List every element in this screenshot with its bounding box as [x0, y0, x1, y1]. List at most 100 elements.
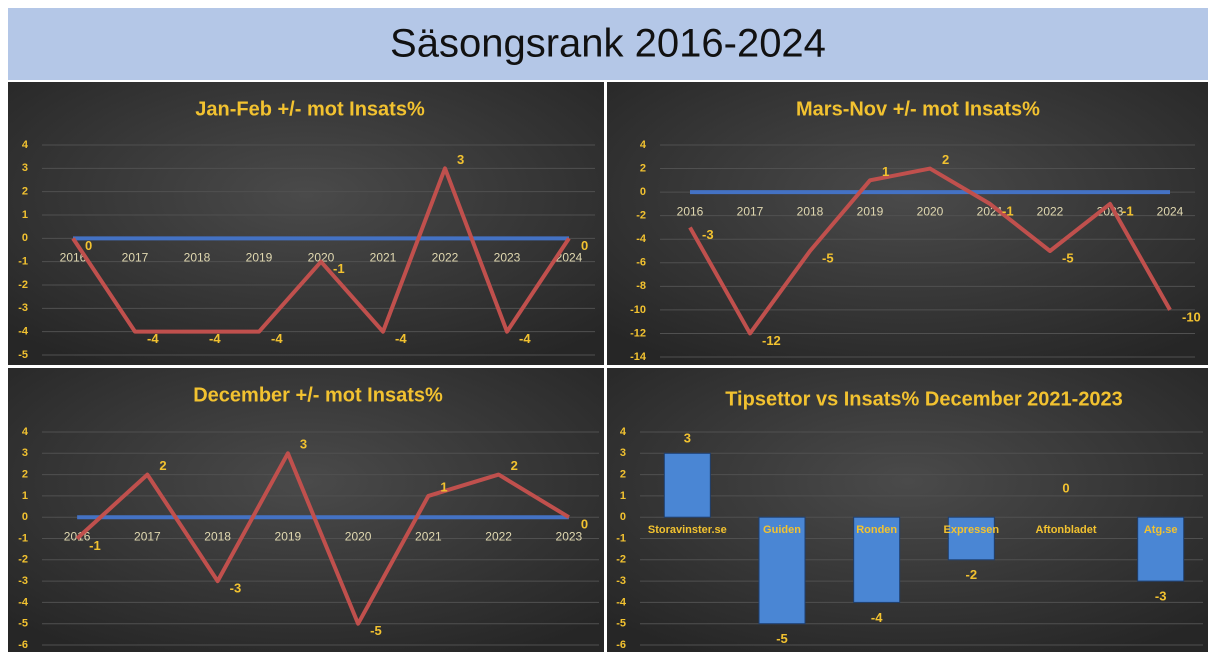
x-tick-label: 2021 [370, 251, 397, 265]
y-tick-label: -10 [630, 304, 646, 316]
data-label: 3 [300, 437, 307, 452]
x-tick-label: 2020 [917, 204, 944, 218]
line [71, 166, 571, 334]
data-label: 1 [882, 164, 889, 179]
x-tick-label: 2017 [737, 204, 764, 218]
x-tick-label: Ronden [856, 524, 897, 536]
y-tick-label: 2 [640, 162, 646, 174]
data-label: 3 [684, 431, 691, 446]
x-tick-label: 2022 [432, 251, 459, 265]
data-label: -5 [822, 250, 834, 265]
y-tick-label: -8 [636, 280, 646, 292]
data-label: -3 [702, 227, 714, 242]
y-tick-label: -4 [18, 596, 29, 608]
data-label: 2 [942, 152, 949, 167]
y-tick-label: 0 [22, 511, 28, 523]
y-tick-label: -3 [18, 302, 28, 314]
chart-title: Tipsettor vs Insats% December 2021-2023 [725, 388, 1123, 410]
data-label: 0 [85, 238, 92, 253]
x-tick-label: 2021 [415, 529, 442, 543]
data-label: 3 [457, 152, 464, 167]
x-tick-label: 2019 [275, 529, 302, 543]
x-tick-label: 2024 [556, 251, 583, 265]
y-tick-label: 2 [22, 186, 28, 198]
x-tick-label: 2016 [677, 204, 704, 218]
panel [607, 82, 1208, 365]
y-tick-label: -5 [18, 349, 28, 361]
y-tick-label: 0 [620, 511, 626, 523]
data-label: 1 [440, 479, 447, 494]
y-tick-label: -12 [630, 327, 646, 339]
data-label: 2 [159, 458, 166, 473]
y-tick-label: -2 [616, 554, 626, 566]
y-tick-label: 3 [620, 447, 626, 459]
y-tick-label: -2 [636, 210, 646, 222]
data-label: 0 [1062, 481, 1069, 496]
x-tick-label: 2019 [246, 251, 273, 265]
data-label: -3 [230, 581, 242, 596]
data-label: -12 [762, 333, 781, 348]
data-label: 0 [581, 238, 588, 253]
x-tick-label: 2018 [204, 529, 231, 543]
y-tick-label: -4 [616, 596, 627, 608]
y-tick-label: -3 [18, 575, 28, 587]
y-tick-label: 4 [640, 139, 647, 151]
y-tick-label: -3 [616, 575, 626, 587]
bar [947, 516, 995, 561]
y-tick-label: -5 [616, 618, 626, 630]
x-tick-label: 2022 [485, 529, 512, 543]
y-tick-label: -4 [18, 326, 29, 338]
y-tick-label: -5 [18, 618, 28, 630]
bar [663, 452, 711, 518]
x-tick-label: Storavinster.se [648, 524, 727, 536]
y-tick-label: 2 [620, 469, 626, 481]
x-tick-label: 2022 [1037, 204, 1064, 218]
line [688, 166, 1172, 336]
x-tick-label: 2019 [857, 204, 884, 218]
data-label: -3 [1155, 589, 1167, 604]
bar [853, 516, 901, 603]
x-tick-label: 2016 [60, 251, 87, 265]
line [75, 451, 570, 626]
data-label: -4 [519, 331, 531, 346]
x-tick-label: 2017 [122, 251, 149, 265]
x-tick-label: 2017 [134, 529, 161, 543]
data-label: -4 [209, 331, 221, 346]
data-label: -4 [871, 610, 883, 625]
y-tick-label: 0 [22, 232, 28, 244]
bar [1137, 516, 1185, 582]
panel [8, 82, 604, 365]
y-tick-label: 0 [640, 186, 646, 198]
y-tick-label: -1 [616, 532, 626, 544]
data-label: -10 [1182, 309, 1201, 324]
data-label: -1 [1122, 203, 1134, 218]
x-tick-label: Guiden [763, 524, 801, 536]
y-tick-label: -2 [18, 279, 28, 291]
data-label: -5 [776, 631, 788, 646]
page-title: Säsongsrank 2016-2024 [390, 22, 826, 66]
data-label: 0 [581, 517, 588, 532]
x-tick-label: 2020 [308, 251, 335, 265]
y-tick-label: 1 [620, 490, 626, 502]
data-label: -1 [333, 261, 345, 276]
title-band [8, 8, 1208, 80]
y-tick-label: 3 [22, 162, 28, 174]
y-tick-label: 4 [620, 426, 627, 438]
y-tick-label: -6 [18, 639, 28, 651]
chart-title: Jan-Feb +/- mot Insats% [195, 98, 425, 120]
x-tick-label: 2023 [556, 529, 583, 543]
bar [758, 516, 806, 625]
y-tick-label: -6 [616, 639, 626, 651]
data-label: -4 [271, 331, 283, 346]
x-tick-label: 2020 [345, 529, 372, 543]
x-tick-label: Atg.se [1144, 524, 1178, 536]
x-tick-label: 2018 [797, 204, 824, 218]
x-tick-label: Expressen [944, 524, 1000, 536]
data-label: -2 [966, 567, 978, 582]
y-tick-label: 4 [22, 139, 29, 151]
y-tick-label: -1 [18, 256, 28, 268]
chart-title: December +/- mot Insats% [193, 384, 443, 406]
y-tick-label: -14 [630, 351, 647, 363]
y-tick-label: 3 [22, 447, 28, 459]
